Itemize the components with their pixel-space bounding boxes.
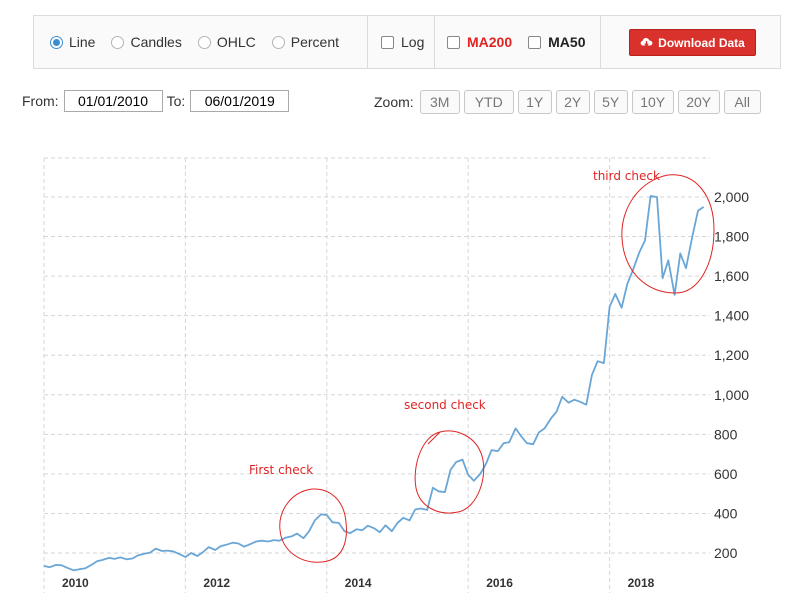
zoom-5y-button[interactable]: 5Y — [593, 90, 628, 114]
line-radio[interactable] — [50, 35, 63, 49]
first-check-label: First check — [249, 463, 313, 477]
y-axis-ticks: 200 400 600 800 1,000 1,200 1,400 1,600 1,800 2,0… — [714, 189, 749, 561]
zoom-20y-button[interactable]: 20Y — [677, 90, 720, 114]
to-label: To: — [166, 93, 186, 109]
annotations: First check second check third check — [249, 169, 715, 563]
ma50-checkbox[interactable] — [528, 35, 542, 49]
ma50-option[interactable]: MA50 — [528, 34, 586, 50]
y-tick-label: 1,600 — [714, 268, 749, 284]
chart-grid — [43, 157, 710, 593]
x-tick-label: 2012 — [203, 576, 230, 590]
chart-toolbar: Line Candles OHLC Percent Log MA200 MA50 — [33, 15, 781, 69]
toolbar-separator — [600, 16, 601, 68]
x-tick-label: 2016 — [486, 576, 513, 590]
first-check-circle — [279, 488, 347, 563]
toolbar-separator — [367, 16, 368, 68]
moving-average-group: MA200 MA50 — [447, 16, 602, 68]
candles-radio-option[interactable]: Candles — [111, 34, 182, 50]
ohlc-radio-option[interactable]: OHLC — [197, 34, 256, 50]
zoom-1y-button[interactable]: 1Y — [517, 90, 552, 114]
y-tick-label: 400 — [714, 505, 738, 521]
y-tick-label: 1,200 — [714, 347, 749, 363]
zoom-ytd-button[interactable]: YTD — [463, 90, 514, 114]
ohlc-radio[interactable] — [197, 35, 211, 49]
x-tick-label: 2014 — [345, 576, 372, 590]
zoom-controls: Zoom: 3M YTD 1Y 2Y 5Y 10Y 20Y All — [374, 90, 761, 114]
log-group: Log — [381, 16, 440, 68]
from-date-input[interactable] — [63, 90, 163, 112]
zoom-label: Zoom: — [374, 94, 414, 110]
y-tick-label: 600 — [714, 466, 738, 482]
y-tick-label: 800 — [714, 426, 738, 442]
cloud-download-icon — [640, 37, 653, 48]
zoom-10y-button[interactable]: 10Y — [631, 90, 674, 114]
series-line — [43, 195, 705, 572]
ma200-option[interactable]: MA200 — [447, 34, 512, 50]
x-tick-label: 2018 — [628, 576, 655, 590]
candles-radio[interactable] — [111, 35, 125, 49]
y-tick-label: 200 — [714, 545, 738, 561]
y-tick-label: 1,800 — [714, 229, 749, 245]
percent-radio-option[interactable]: Percent — [271, 34, 339, 50]
third-check-circle — [621, 174, 715, 294]
download-data-button[interactable]: Download Data — [629, 29, 756, 56]
percent-radio[interactable] — [271, 35, 285, 49]
second-check-circle — [414, 430, 485, 514]
zoom-2y-button[interactable]: 2Y — [555, 90, 590, 114]
ma200-label: MA200 — [467, 34, 513, 50]
candles-radio-label: Candles — [130, 34, 182, 50]
to-date-input[interactable] — [190, 90, 290, 112]
line-radio-option[interactable]: Line — [50, 34, 95, 50]
log-checkbox[interactable] — [381, 35, 394, 49]
third-check-label: third check — [593, 169, 660, 183]
y-tick-label: 1,400 — [714, 308, 749, 324]
y-tick-label: 2,000 — [714, 189, 749, 205]
y-tick-label: 1,000 — [714, 387, 749, 403]
log-label: Log — [401, 34, 425, 50]
line-radio-label: Line — [69, 34, 96, 50]
ma200-checkbox[interactable] — [447, 35, 460, 49]
ohlc-radio-label: OHLC — [216, 34, 256, 50]
zoom-3m-button[interactable]: 3M — [419, 90, 460, 114]
download-data-label: Download Data — [658, 35, 745, 50]
from-label: From: — [22, 93, 59, 109]
toolbar-separator — [434, 16, 435, 68]
log-option[interactable]: Log — [381, 34, 424, 50]
second-check-label: second check — [404, 398, 486, 412]
x-axis-ticks: 2010 2012 2014 2016 2018 — [62, 576, 655, 590]
x-tick-label: 2010 — [62, 576, 89, 590]
chart-type-group: Line Candles OHLC Percent — [50, 16, 355, 68]
zoom-all-button[interactable]: All — [723, 90, 761, 114]
ma50-label: MA50 — [548, 34, 586, 50]
percent-radio-label: Percent — [290, 34, 339, 50]
date-range: From: To: — [22, 90, 293, 112]
